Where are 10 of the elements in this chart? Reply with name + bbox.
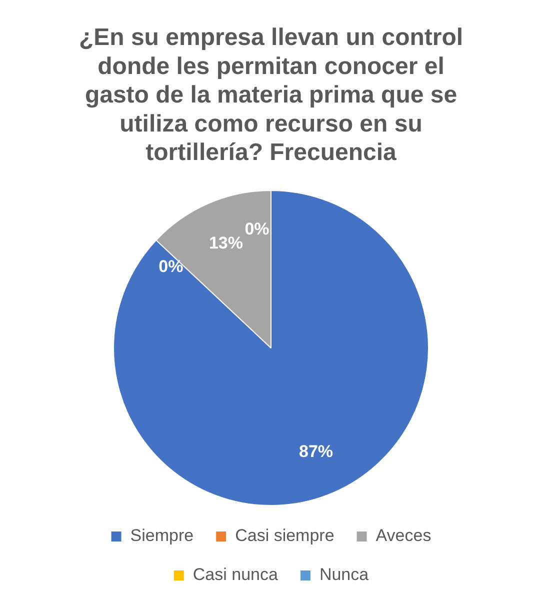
legend-label: Siempre	[130, 526, 194, 546]
data-label: 13%	[208, 234, 243, 253]
text: 0%	[244, 220, 270, 239]
legend-label: Nunca	[319, 565, 370, 584]
text: 0%	[158, 256, 184, 276]
legend-label: Aveces	[376, 526, 432, 546]
data-label: 87%	[299, 442, 334, 461]
legend-label: Casi siempre	[235, 526, 334, 546]
chart-title: ¿En su empresa llevan un control donde les permitan conocer el gasto de la materia prima que se utiliza como recurso en su tortillería? Frecuencia	[78, 24, 464, 166]
legend-label: Casi nunca	[192, 565, 278, 584]
